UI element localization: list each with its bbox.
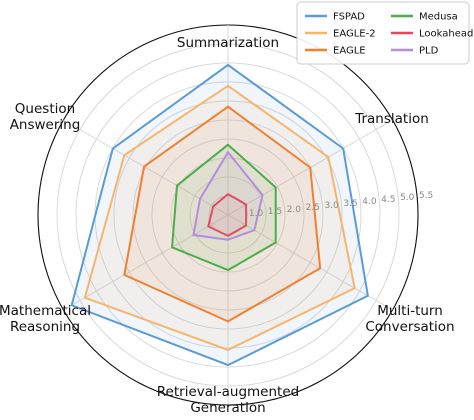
legend-entry: EAGLE xyxy=(333,46,366,57)
legend-box xyxy=(296,1,470,65)
radial-tick-labels: 1.0 1.5 2.0 2.5 3.0 3.5 4.0 4.5 5.0 5.5 xyxy=(249,191,433,219)
legend: FSPAD EAGLE-2 EAGLE Medusa Lookahead PLD xyxy=(296,1,473,65)
axis-label: Generation xyxy=(190,400,265,416)
radial-tick-label: 5.5 xyxy=(419,191,433,201)
legend-entry: Medusa xyxy=(419,12,458,23)
radial-tick-label: 4.5 xyxy=(381,195,395,205)
radial-tick-label: 1.0 xyxy=(249,209,264,219)
axis-label: Answering xyxy=(10,117,81,133)
radial-tick-label: 1.5 xyxy=(268,207,282,217)
series-medusa xyxy=(171,143,277,272)
axis-label: Summarization xyxy=(177,35,279,51)
spoke-line xyxy=(63,214,229,311)
axis-label: Multi-turn xyxy=(377,303,443,319)
series-eagle xyxy=(123,105,322,323)
axis-label: Mathematical xyxy=(0,303,91,319)
radial-tick-label: 5.0 xyxy=(400,193,415,203)
radial-tick-label: 4.0 xyxy=(362,197,377,207)
radial-tick-label: 3.5 xyxy=(343,199,357,209)
radial-tick-label: 2.5 xyxy=(306,203,320,213)
series-pld xyxy=(192,151,264,241)
axis-label: Reasoning xyxy=(10,319,80,335)
legend-entry: PLD xyxy=(419,46,439,57)
axis-label: Translation xyxy=(354,111,429,127)
series-eagle-2 xyxy=(83,84,356,351)
legend-entry: EAGLE-2 xyxy=(333,29,376,40)
radial-tick-label: 3.0 xyxy=(324,201,339,211)
axis-labels: Summarization Translation Multi-turnConver… xyxy=(0,35,455,416)
axis-label: Question xyxy=(15,101,75,117)
grid xyxy=(37,24,419,406)
legend-entry: Lookahead xyxy=(419,29,473,40)
series-lookahead xyxy=(207,193,248,237)
radial-tick-label: 2.0 xyxy=(287,205,302,215)
axis-label: Retrieval-augmented xyxy=(157,384,299,400)
spoke-line xyxy=(227,214,393,311)
legend-entry: FSPAD xyxy=(333,12,365,23)
axis-label: Conversation xyxy=(365,319,454,335)
series-layer xyxy=(70,63,369,367)
